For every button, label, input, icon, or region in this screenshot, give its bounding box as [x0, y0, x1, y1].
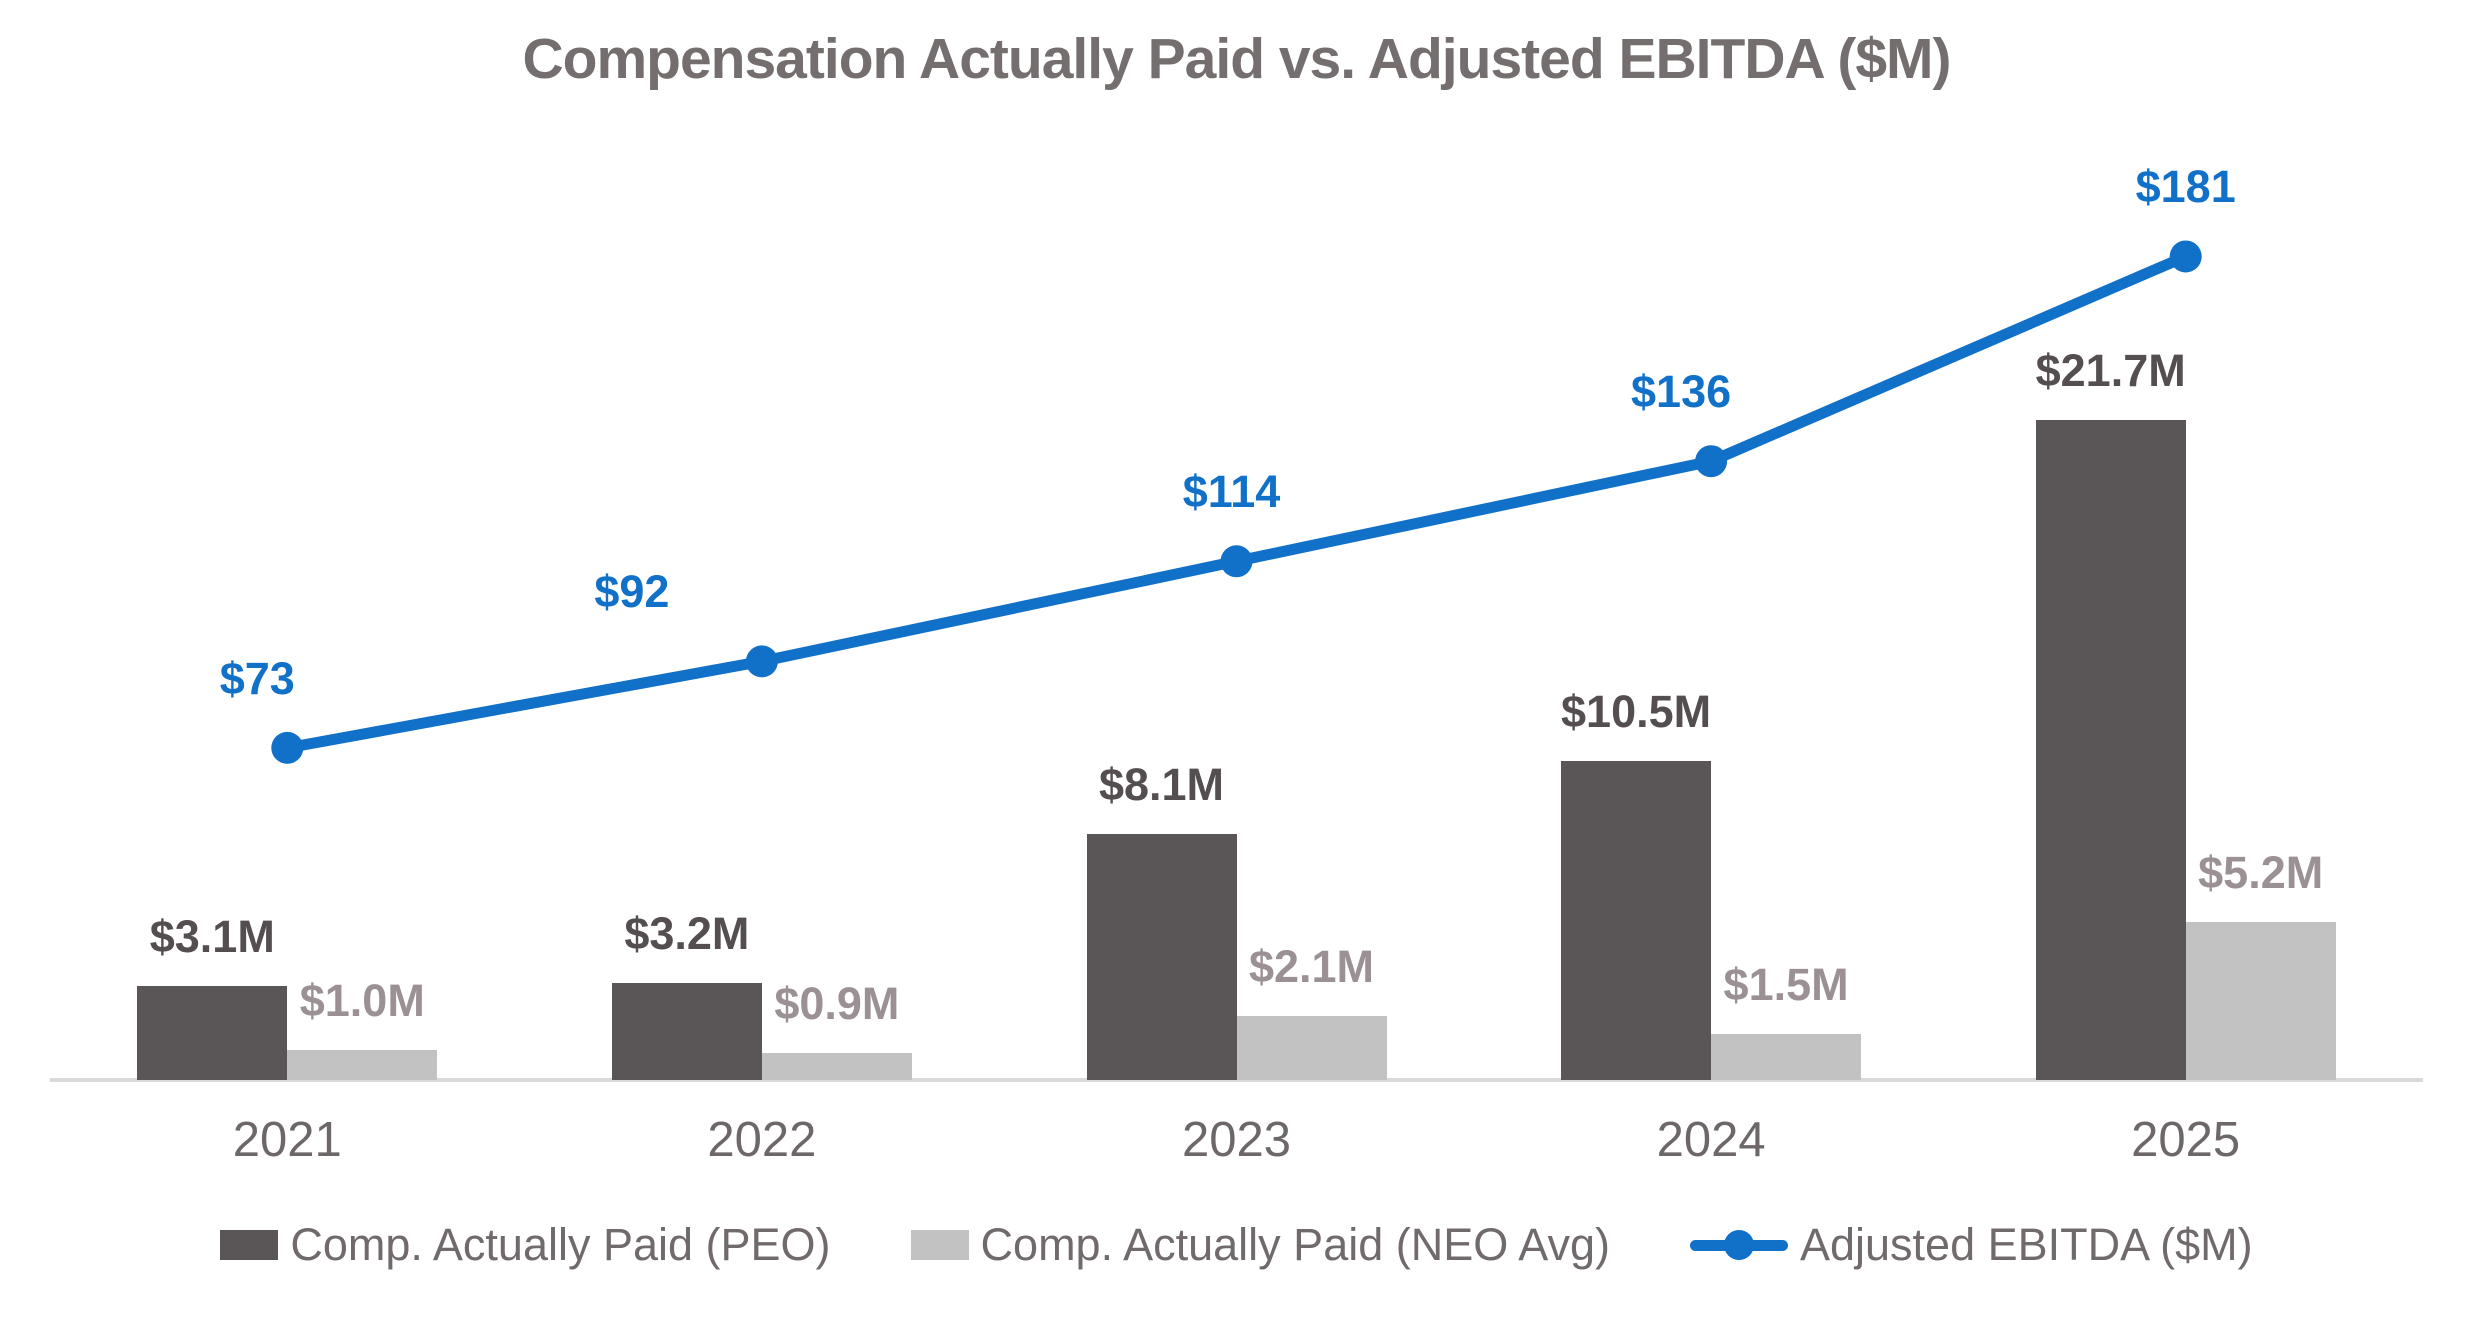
legend-item-neo: Comp. Actually Paid (NEO Avg) — [910, 1219, 1610, 1271]
legend: Comp. Actually Paid (PEO) Comp. Actually… — [0, 1213, 2473, 1277]
neo-bar — [287, 1050, 438, 1080]
peo-bar — [2035, 420, 2186, 1080]
neo-bar-label: $2.1M — [1248, 941, 1375, 992]
legend-line-dot — [1723, 1230, 1754, 1260]
ebitda-label: $136 — [1631, 366, 1732, 418]
peo-bar — [611, 983, 762, 1080]
peo-bar — [1561, 761, 1712, 1080]
peo-swatch-icon — [220, 1230, 279, 1260]
x-axis-line — [50, 1078, 2423, 1082]
ebitda-label: $181 — [2135, 161, 2236, 213]
neo-bar — [1236, 1016, 1387, 1080]
ebitda-marker — [745, 645, 778, 678]
neo-swatch-icon — [910, 1230, 969, 1260]
neo-bar-label: $5.2M — [2198, 847, 2324, 898]
legend-label-neo: Comp. Actually Paid (NEO Avg) — [980, 1219, 1610, 1270]
x-axis-label: 2021 — [232, 1113, 342, 1167]
peo-bar-label: $3.1M — [149, 911, 275, 962]
neo-bar — [2185, 922, 2336, 1080]
ebitda-marker — [1695, 445, 1728, 478]
peo-bar-label: $8.1M — [1098, 759, 1225, 810]
ebitda-marker — [2169, 240, 2202, 273]
ebitda-label: $73 — [219, 652, 295, 704]
x-axis-label: 2022 — [707, 1113, 817, 1167]
neo-bar-label: $0.9M — [774, 978, 900, 1029]
ebitda-marker — [1220, 545, 1253, 578]
x-axis-label: 2024 — [1656, 1113, 1766, 1167]
legend-item-peo: Comp. Actually Paid (PEO) — [220, 1219, 831, 1271]
peo-bar-label: $10.5M — [1561, 686, 1712, 737]
x-axis-label: 2023 — [1181, 1113, 1291, 1167]
line-marker-icon — [1689, 1228, 1788, 1262]
neo-bar-label: $1.0M — [299, 975, 425, 1026]
neo-bar-label: $1.5M — [1723, 959, 1849, 1010]
peo-bar — [137, 986, 288, 1080]
chart-title: Compensation Actually Paid vs. Adjusted … — [522, 27, 1951, 91]
ebitda-label: $114 — [1182, 466, 1281, 518]
peo-bar-label: $3.2M — [624, 908, 750, 959]
legend-label-ebitda: Adjusted EBITDA ($M) — [1799, 1219, 2253, 1270]
legend-item-ebitda: Adjusted EBITDA ($M) — [1689, 1219, 2253, 1271]
ebitda-label: $92 — [594, 566, 670, 618]
x-axis-label: 2025 — [2131, 1113, 2241, 1167]
legend-label-peo: Comp. Actually Paid (PEO) — [290, 1219, 831, 1270]
ebitda-marker — [271, 731, 304, 764]
neo-bar — [761, 1053, 912, 1080]
peo-bar — [1086, 834, 1237, 1080]
neo-bar — [1711, 1034, 1862, 1080]
peo-bar-label: $21.7M — [2035, 345, 2186, 396]
